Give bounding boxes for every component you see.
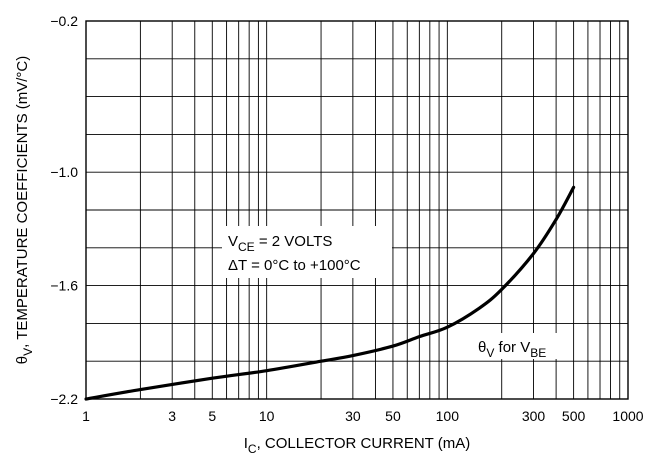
x-axis-title-symbol: I — [244, 435, 248, 452]
x-axis-title-text: , COLLECTOR CURRENT (mA) — [257, 435, 471, 452]
theta-v-vbe-curve — [84, 185, 576, 401]
conditions-label-background — [222, 226, 392, 278]
x-axis-title-subscript: C — [248, 442, 257, 456]
y-tick-label: −1.6 — [50, 278, 78, 294]
y-tick-labels: −0.2 −1.0 −1.6 −2.2 — [50, 13, 78, 407]
y-axis-title-subscript: V — [21, 348, 35, 356]
curve-label-theta: θ — [478, 339, 486, 356]
grid — [86, 20, 628, 400]
curve-label-sub-be: BE — [530, 346, 546, 360]
y-axis-title-theta: θ — [14, 356, 31, 364]
curve-label: θV for VBE — [478, 339, 546, 360]
curve-label-background — [474, 333, 570, 359]
x-tick-label: 5 — [208, 408, 216, 424]
x-tick-label: 100 — [436, 408, 460, 424]
x-tick-label: 3 — [168, 408, 176, 424]
x-tick-label: 1000 — [612, 408, 643, 424]
x-axis-title: IC, COLLECTOR CURRENT (mA) — [244, 435, 470, 456]
curve-label-for-v: for V — [494, 339, 530, 356]
delta-t-condition-label: ΔT = 0°C to +100°C — [228, 257, 361, 274]
plot-frame — [85, 20, 629, 400]
vce-subscript: CE — [238, 240, 255, 254]
x-tick-label: 500 — [562, 408, 586, 424]
y-tick-label: −1.0 — [50, 164, 78, 180]
vce-symbol: V — [228, 233, 238, 250]
y-tick-label: −2.2 — [50, 391, 78, 407]
x-tick-label: 50 — [385, 408, 401, 424]
vce-value: = 2 VOLTS — [255, 233, 333, 250]
y-axis-title-text: , TEMPERATURE COEFFICIENTS (mV/°C) — [14, 56, 31, 348]
curve-label-sub-v: V — [486, 346, 494, 360]
vce-condition-label: VCE = 2 VOLTS — [228, 233, 332, 254]
x-tick-label: 300 — [522, 408, 546, 424]
x-tick-label: 30 — [345, 408, 361, 424]
x-tick-label: 1 — [82, 408, 90, 424]
y-axis-title: θV, TEMPERATURE COEFFICIENTS (mV/°C) — [14, 56, 35, 364]
y-tick-label: −0.2 — [50, 13, 78, 29]
x-tick-labels: 1 3 5 10 30 50 100 300 500 1000 — [82, 408, 644, 424]
x-tick-label: 10 — [259, 408, 275, 424]
